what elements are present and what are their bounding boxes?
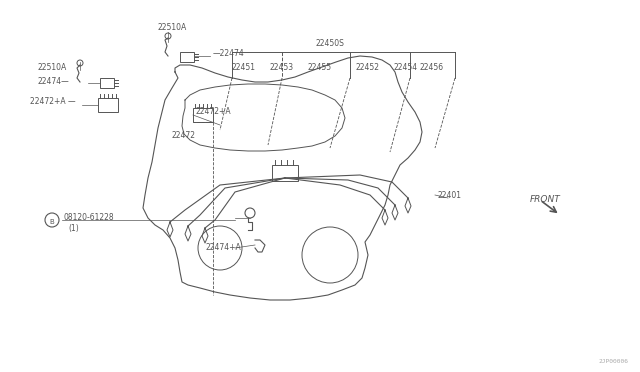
Bar: [272, 165, 298, 181]
Bar: [193, 108, 213, 122]
Text: 22472+A: 22472+A: [195, 108, 230, 116]
Text: 22453: 22453: [270, 64, 294, 73]
Bar: [100, 78, 114, 88]
Text: 22452: 22452: [356, 64, 380, 73]
Text: 22401: 22401: [438, 192, 462, 201]
Text: 08120-61228: 08120-61228: [63, 214, 114, 222]
Text: 22450S: 22450S: [315, 39, 344, 48]
Bar: [180, 52, 194, 62]
Text: 22456: 22456: [420, 64, 444, 73]
Text: 22472+A —: 22472+A —: [30, 97, 76, 106]
Text: —22474: —22474: [213, 48, 244, 58]
Text: B: B: [50, 219, 54, 225]
Text: 22455: 22455: [308, 64, 332, 73]
Text: 22472: 22472: [172, 131, 196, 140]
Text: 22510A: 22510A: [38, 64, 67, 73]
Text: 2JP00006: 2JP00006: [598, 359, 628, 364]
Text: 22474—: 22474—: [38, 77, 70, 87]
Text: 22454: 22454: [394, 64, 418, 73]
Text: 22451: 22451: [232, 64, 256, 73]
Text: (1): (1): [68, 224, 79, 232]
Bar: [98, 98, 118, 112]
Text: 22474+A: 22474+A: [205, 244, 241, 253]
Text: FRONT: FRONT: [530, 196, 561, 205]
Text: 22510A: 22510A: [158, 23, 188, 32]
